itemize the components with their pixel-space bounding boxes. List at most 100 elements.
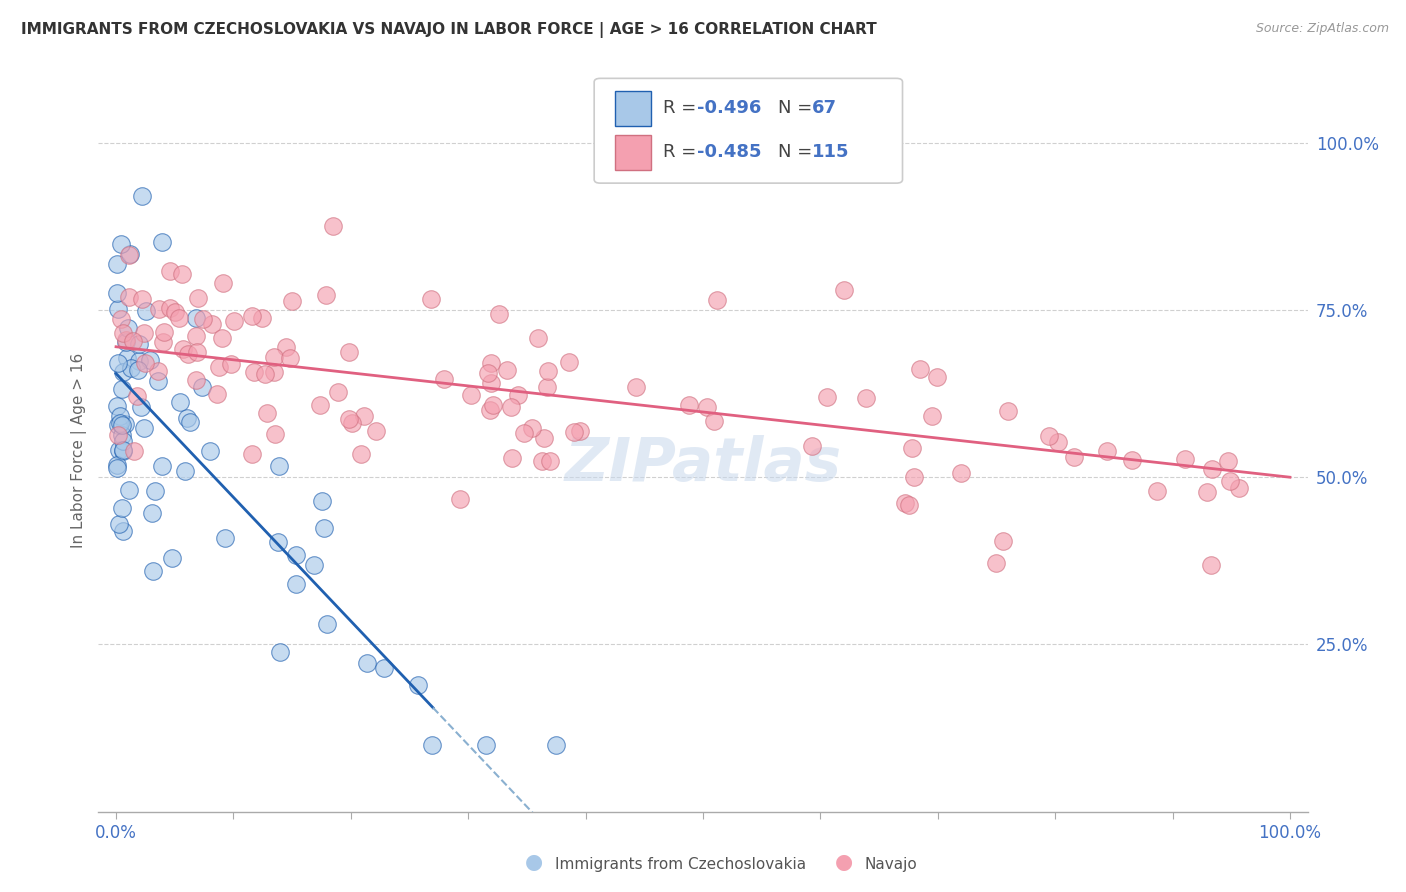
Point [1201, 558, 1223, 572]
Point [122, 443, 145, 458]
Point [1038, 429, 1060, 443]
Point [894, 496, 917, 510]
Point [127, 363, 149, 377]
Point [254, 367, 277, 381]
Point [800, 439, 823, 453]
Point [564, 425, 586, 439]
Point [107, 302, 129, 317]
Point [174, 464, 197, 478]
Point [366, 424, 388, 438]
Point [205, 386, 228, 401]
Point [191, 312, 214, 326]
Point [112, 326, 135, 340]
Point [167, 311, 190, 326]
Point [280, 293, 302, 308]
Point [152, 334, 174, 349]
Point [482, 398, 505, 412]
Point [111, 428, 134, 442]
Text: Navajo: Navajo [865, 857, 918, 872]
Point [159, 301, 181, 316]
Point [340, 416, 363, 430]
Point [314, 521, 336, 535]
Point [356, 657, 378, 671]
Point [569, 424, 592, 438]
Point [212, 276, 235, 290]
Text: ●: ● [835, 853, 852, 872]
Point [626, 380, 648, 394]
Point [353, 409, 375, 424]
Point [284, 577, 307, 591]
Point [107, 417, 129, 432]
Point [408, 678, 430, 692]
Point [703, 414, 725, 428]
Point [107, 355, 129, 369]
Point [544, 738, 567, 752]
Point [269, 458, 291, 473]
Point [501, 450, 523, 465]
Text: R =: R = [664, 144, 702, 161]
Point [513, 426, 536, 441]
Point [908, 362, 931, 376]
Point [337, 344, 360, 359]
Text: N =: N = [778, 144, 818, 161]
Point [479, 402, 502, 417]
Point [420, 738, 443, 752]
Point [122, 334, 145, 348]
Point [105, 256, 128, 270]
Point [373, 660, 395, 674]
Point [115, 335, 138, 350]
Point [921, 409, 943, 424]
Point [214, 531, 236, 545]
Point [110, 236, 132, 251]
Point [107, 428, 129, 442]
Point [111, 442, 134, 457]
Point [211, 331, 233, 345]
Point [177, 347, 200, 361]
Point [115, 351, 138, 365]
Point [114, 333, 136, 347]
Text: 67: 67 [811, 99, 837, 118]
Point [488, 307, 510, 321]
Point [1095, 444, 1118, 458]
Text: ●: ● [526, 853, 543, 872]
Point [449, 491, 471, 506]
Point [520, 421, 543, 435]
Point [499, 400, 522, 414]
Point [903, 470, 925, 484]
Point [337, 411, 360, 425]
Point [148, 364, 170, 378]
Point [132, 326, 155, 341]
Point [148, 374, 170, 388]
Point [105, 286, 128, 301]
Point [997, 404, 1019, 418]
Point [117, 321, 139, 335]
Point [131, 189, 153, 203]
Point [285, 548, 308, 562]
Point [243, 365, 266, 379]
Point [558, 355, 581, 369]
Point [179, 415, 201, 429]
Point [111, 418, 134, 433]
Point [328, 384, 350, 399]
Point [143, 483, 166, 498]
Point [696, 400, 718, 414]
Point [105, 461, 128, 475]
Bar [614, 135, 651, 169]
Point [477, 366, 499, 380]
Point [315, 287, 337, 301]
Point [350, 447, 373, 461]
Point [1173, 452, 1195, 467]
Text: R =: R = [664, 99, 702, 118]
Point [276, 340, 298, 354]
Point [170, 267, 193, 281]
Point [201, 317, 224, 331]
Point [949, 466, 972, 480]
Point [128, 354, 150, 368]
Point [1195, 484, 1218, 499]
Point [120, 246, 142, 260]
Point [162, 550, 184, 565]
Point [184, 329, 207, 343]
Point [1227, 481, 1250, 495]
Point [142, 565, 165, 579]
Point [219, 357, 242, 371]
